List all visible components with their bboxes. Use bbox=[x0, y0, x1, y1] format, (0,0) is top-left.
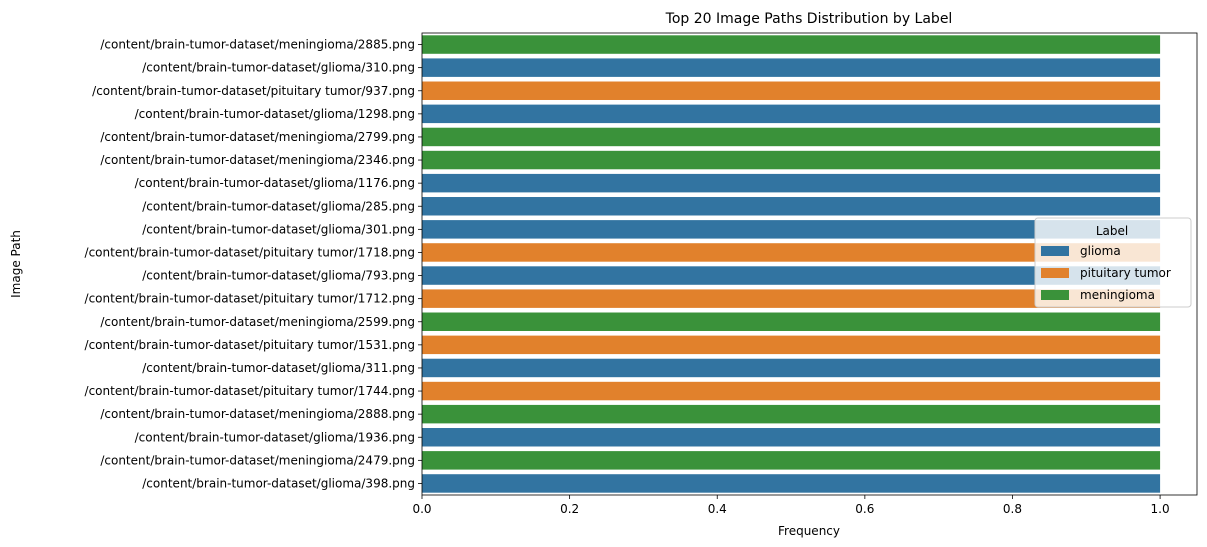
bar bbox=[422, 404, 1161, 424]
y-tick-label: /content/brain-tumor-dataset/glioma/398.… bbox=[142, 476, 415, 490]
bar bbox=[422, 243, 1161, 262]
x-tick-label: 0.2 bbox=[560, 502, 579, 516]
y-tick-label: /content/brain-tumor-dataset/pituitary t… bbox=[85, 245, 415, 259]
legend-label: pituitary tumor bbox=[1080, 266, 1171, 280]
bar bbox=[422, 335, 1161, 355]
bar bbox=[422, 451, 1161, 470]
bar bbox=[422, 289, 1161, 308]
y-axis-ticks: /content/brain-tumor-dataset/meningioma/… bbox=[85, 38, 422, 490]
y-tick-label: /content/brain-tumor-dataset/glioma/301.… bbox=[142, 222, 415, 236]
x-tick-label: 1.0 bbox=[1151, 502, 1170, 516]
bar bbox=[422, 266, 1161, 285]
y-tick-label: /content/brain-tumor-dataset/pituitary t… bbox=[85, 384, 415, 398]
x-tick-label: 0.6 bbox=[855, 502, 874, 516]
legend-box bbox=[1034, 217, 1192, 308]
x-tick-label: 0.4 bbox=[708, 502, 727, 516]
y-tick-label: /content/brain-tumor-dataset/glioma/793.… bbox=[142, 269, 415, 283]
x-axis-ticks: 0.0 0.2 0.4 0.6 0.8 1.0 bbox=[412, 495, 1170, 516]
bar bbox=[422, 358, 1161, 378]
bar bbox=[422, 81, 1161, 100]
y-tick-label: /content/brain-tumor-dataset/glioma/1936… bbox=[135, 430, 415, 444]
y-axis-title: Image Path bbox=[9, 230, 23, 298]
y-tick-label: /content/brain-tumor-dataset/glioma/310.… bbox=[142, 61, 415, 75]
y-tick-label: /content/brain-tumor-dataset/meningioma/… bbox=[100, 407, 415, 421]
bar bbox=[422, 173, 1161, 193]
y-tick-label: /content/brain-tumor-dataset/pituitary t… bbox=[92, 84, 415, 98]
x-tick-label: 0.0 bbox=[412, 502, 431, 516]
legend-entries: glioma pituitary tumor meningioma bbox=[1041, 244, 1171, 302]
y-tick-label: /content/brain-tumor-dataset/meningioma/… bbox=[100, 315, 415, 329]
bar bbox=[422, 474, 1161, 493]
legend-swatch bbox=[1041, 246, 1069, 256]
bar bbox=[422, 58, 1161, 77]
y-tick-label: /content/brain-tumor-dataset/meningioma/… bbox=[100, 453, 415, 467]
y-tick-label: /content/brain-tumor-dataset/meningioma/… bbox=[100, 130, 415, 144]
legend-label: meningioma bbox=[1080, 288, 1155, 302]
y-tick-label: /content/brain-tumor-dataset/meningioma/… bbox=[100, 153, 415, 167]
y-tick-label: /content/brain-tumor-dataset/pituitary t… bbox=[85, 338, 415, 352]
bar bbox=[422, 381, 1161, 401]
legend: Label glioma pituitary tumor meningioma bbox=[1034, 217, 1192, 308]
y-tick-label: /content/brain-tumor-dataset/glioma/1298… bbox=[135, 107, 415, 121]
bars-layer bbox=[422, 35, 1161, 493]
bar bbox=[422, 127, 1161, 147]
chart-title: Top 20 Image Paths Distribution by Label bbox=[665, 11, 953, 27]
legend-swatch bbox=[1041, 268, 1069, 278]
bar bbox=[422, 104, 1161, 124]
bar bbox=[422, 312, 1161, 331]
bar bbox=[422, 197, 1161, 216]
y-tick-label: /content/brain-tumor-dataset/meningioma/… bbox=[100, 38, 415, 52]
y-tick-label: /content/brain-tumor-dataset/glioma/285.… bbox=[142, 199, 415, 213]
bar bbox=[422, 428, 1161, 447]
legend-label: glioma bbox=[1080, 244, 1121, 258]
legend-swatch bbox=[1041, 290, 1069, 300]
bar bbox=[422, 35, 1161, 54]
x-axis-title: Frequency bbox=[778, 524, 840, 538]
x-tick-label: 0.8 bbox=[1003, 502, 1022, 516]
y-tick-label: /content/brain-tumor-dataset/glioma/1176… bbox=[135, 176, 415, 190]
y-tick-label: /content/brain-tumor-dataset/pituitary t… bbox=[85, 292, 415, 306]
legend-title: Label bbox=[1096, 224, 1128, 238]
bar bbox=[422, 150, 1161, 170]
plot-frame bbox=[421, 32, 1198, 496]
y-tick-label: /content/brain-tumor-dataset/glioma/311.… bbox=[142, 361, 415, 375]
bar bbox=[422, 220, 1161, 239]
